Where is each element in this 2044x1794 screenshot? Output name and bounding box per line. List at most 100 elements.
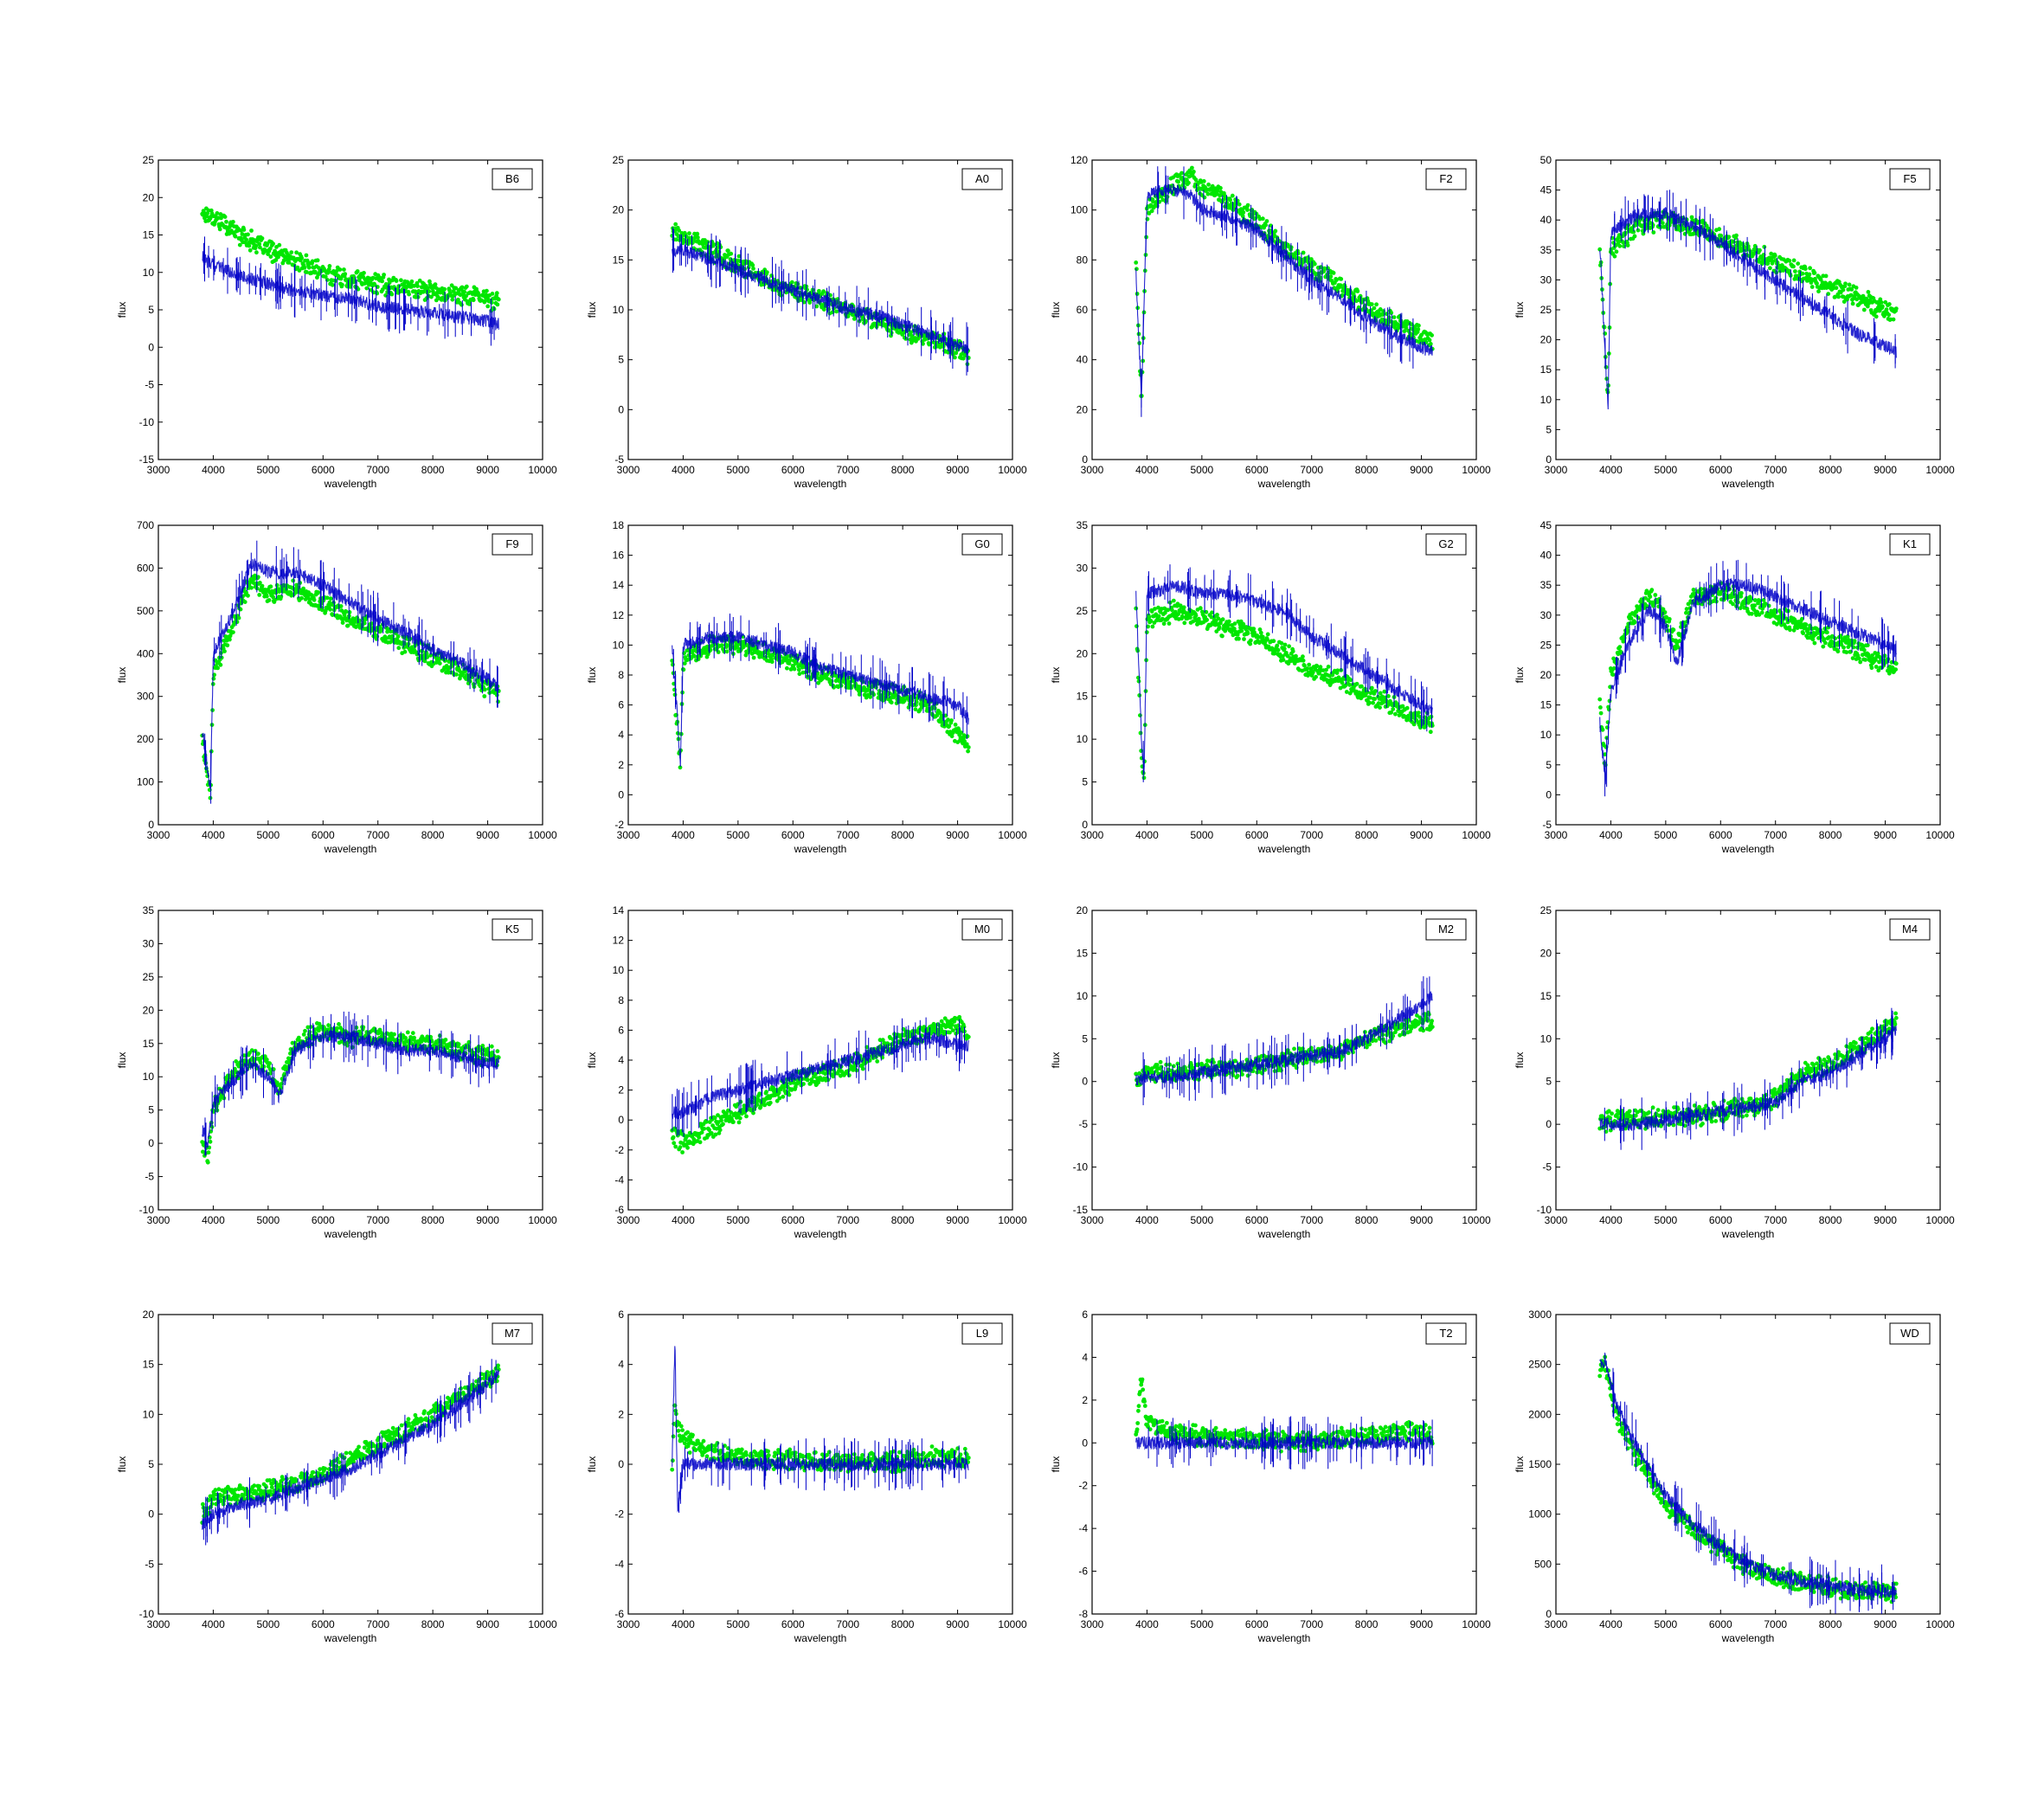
model-point [1834,286,1839,291]
model-point [240,232,245,236]
legend-box [961,168,1003,190]
model-point [1264,219,1269,223]
plot-area [157,524,543,826]
model-point [1598,711,1604,716]
model-point [246,593,250,598]
model-point [1865,304,1870,309]
model-point [274,582,280,588]
model-point [1866,290,1871,294]
model-point [1861,307,1867,312]
model-point [483,299,487,304]
model-point [1404,325,1409,331]
model-point [1251,627,1257,631]
model-point [1749,611,1754,616]
model-point [1150,624,1155,629]
model-point [1625,243,1630,248]
model-point [1786,268,1791,273]
x-tick-label: 9000 [946,464,969,476]
model-point [267,598,272,602]
y-tick-label: 30 [1540,273,1552,286]
x-tick-label: 3000 [1081,829,1104,841]
model-point [343,272,348,276]
observed-line [1599,206,1897,410]
model-point [1759,610,1764,615]
y-tick-label: 60 [1077,304,1089,316]
y-axis-label: flux [116,302,128,318]
y-tick-label: 5 [1546,423,1552,435]
x-tick-label: 10000 [1462,464,1491,476]
y-tick-label: -5 [614,453,624,466]
model-point [814,304,820,309]
y-tick-label: 20 [613,204,625,216]
model-point [490,292,495,296]
model-point [1138,730,1143,736]
series-observed [202,236,499,346]
model-point [244,590,248,595]
y-tick-label: 5 [148,304,154,316]
model-point [434,298,439,303]
x-tick-label: 4000 [1135,464,1159,476]
model-point [834,309,839,314]
model-point [743,653,749,658]
model-point [764,270,769,274]
model-point [966,745,971,749]
model-point [340,621,345,625]
y-tick-label: 25 [1540,304,1552,316]
model-point [857,692,862,697]
model-point [281,258,286,263]
x-tick-label: 6000 [781,464,805,476]
model-point [313,269,318,274]
model-point [1402,329,1407,334]
y-tick-label: 16 [613,550,625,562]
model-point [294,250,299,255]
model-point [464,284,469,289]
x-tick-label: 7000 [1300,464,1323,476]
model-point [1818,277,1823,282]
x-tick-label: 3000 [617,464,640,476]
y-tick-label: 0 [148,819,154,831]
model-point [244,237,248,242]
model-point [704,648,709,653]
legend-entry: F9 [505,537,518,550]
model-point [1354,681,1359,686]
model-point [1835,649,1841,654]
model-point [437,661,442,666]
model-point [407,292,411,297]
model-point [1691,588,1696,592]
x-tick-label: 6000 [781,829,805,841]
x-tick-label: 6000 [1709,464,1732,476]
model-point [871,692,877,697]
series-model [200,206,501,313]
x-axis-label: wavelength [794,843,847,855]
x-tick-label: 3000 [147,829,170,841]
y-tick-label: 45 [1540,184,1552,196]
model-point [319,608,325,613]
model-point [1809,285,1815,289]
model-point [1385,312,1389,317]
model-point [1382,689,1387,694]
model-point [1815,281,1819,286]
model-point [1891,317,1896,322]
model-point [1428,342,1433,346]
y-tick-label: 100 [137,776,154,788]
model-point [1632,234,1637,239]
model-point [1271,639,1276,644]
y-tick-label: 25 [1077,605,1089,617]
x-tick-label: 7000 [366,464,389,476]
model-point [467,302,472,306]
model-point [1731,601,1735,607]
model-point [857,318,862,324]
model-point [1427,338,1432,343]
model-point [433,282,438,286]
model-point [1823,273,1829,279]
y-axis-label: flux [586,302,598,318]
model-point [696,235,700,240]
y-tick-label: 30 [1077,562,1089,574]
model-point [312,597,317,602]
model-point [751,267,755,271]
y-tick-label: 500 [137,605,154,617]
model-point [1758,248,1762,253]
x-tick-label: 8000 [421,464,445,476]
model-point [286,260,292,265]
model-point [1359,684,1364,689]
